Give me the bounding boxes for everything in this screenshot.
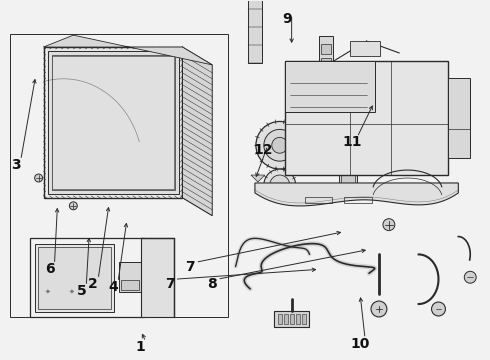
Bar [366, 161, 384, 173]
Bar [321, 86, 331, 96]
Circle shape [270, 175, 290, 195]
Text: 1: 1 [136, 340, 146, 354]
Bar [248, 0, 262, 63]
Circle shape [465, 271, 476, 283]
Text: 8: 8 [207, 277, 217, 291]
Bar [285, 61, 448, 175]
Bar [285, 61, 375, 112]
Circle shape [125, 271, 133, 279]
Circle shape [454, 102, 465, 112]
Polygon shape [255, 183, 458, 206]
Circle shape [272, 137, 288, 153]
Circle shape [383, 219, 395, 231]
Polygon shape [141, 238, 173, 317]
Bar [30, 238, 144, 317]
Circle shape [35, 174, 43, 182]
Bar [38, 247, 111, 309]
Text: 3: 3 [11, 158, 21, 172]
Bar [364, 145, 386, 175]
Polygon shape [251, 175, 265, 182]
Bar [284, 314, 288, 324]
Circle shape [432, 302, 445, 316]
Bar [290, 314, 294, 324]
Bar [295, 314, 299, 324]
Bar [44, 47, 182, 198]
Bar [321, 72, 331, 82]
Text: ✦: ✦ [69, 289, 74, 295]
Bar [51, 55, 174, 190]
Bar [274, 311, 310, 327]
Bar [305, 197, 332, 203]
Bar [119, 262, 141, 292]
Bar [35, 244, 114, 312]
Bar [10, 34, 228, 317]
Circle shape [264, 129, 295, 161]
Bar [319, 36, 333, 100]
Bar [321, 58, 331, 68]
Bar [339, 163, 357, 185]
Text: 12: 12 [253, 143, 272, 157]
Bar [344, 197, 372, 203]
Bar [52, 56, 173, 189]
Text: 6: 6 [45, 262, 54, 276]
Text: 10: 10 [350, 337, 370, 351]
Polygon shape [44, 35, 212, 65]
Text: 4: 4 [108, 280, 118, 294]
Bar [366, 147, 376, 157]
Circle shape [70, 202, 77, 210]
Circle shape [256, 121, 303, 169]
Circle shape [264, 169, 295, 201]
Bar [448, 78, 470, 158]
Polygon shape [182, 47, 212, 216]
Bar [350, 41, 380, 56]
Text: 11: 11 [343, 135, 362, 149]
Bar [321, 44, 331, 54]
Text: 9: 9 [282, 12, 292, 26]
Text: 5: 5 [76, 284, 86, 298]
Bar [48, 51, 178, 194]
Text: 7: 7 [186, 260, 195, 274]
Circle shape [371, 301, 387, 317]
Bar [121, 280, 139, 290]
Bar [341, 175, 355, 183]
Bar [301, 314, 306, 324]
Text: ✦: ✦ [45, 289, 50, 295]
Circle shape [454, 141, 465, 152]
Bar [278, 314, 282, 324]
Text: 2: 2 [88, 277, 98, 291]
Text: 7: 7 [165, 277, 174, 291]
